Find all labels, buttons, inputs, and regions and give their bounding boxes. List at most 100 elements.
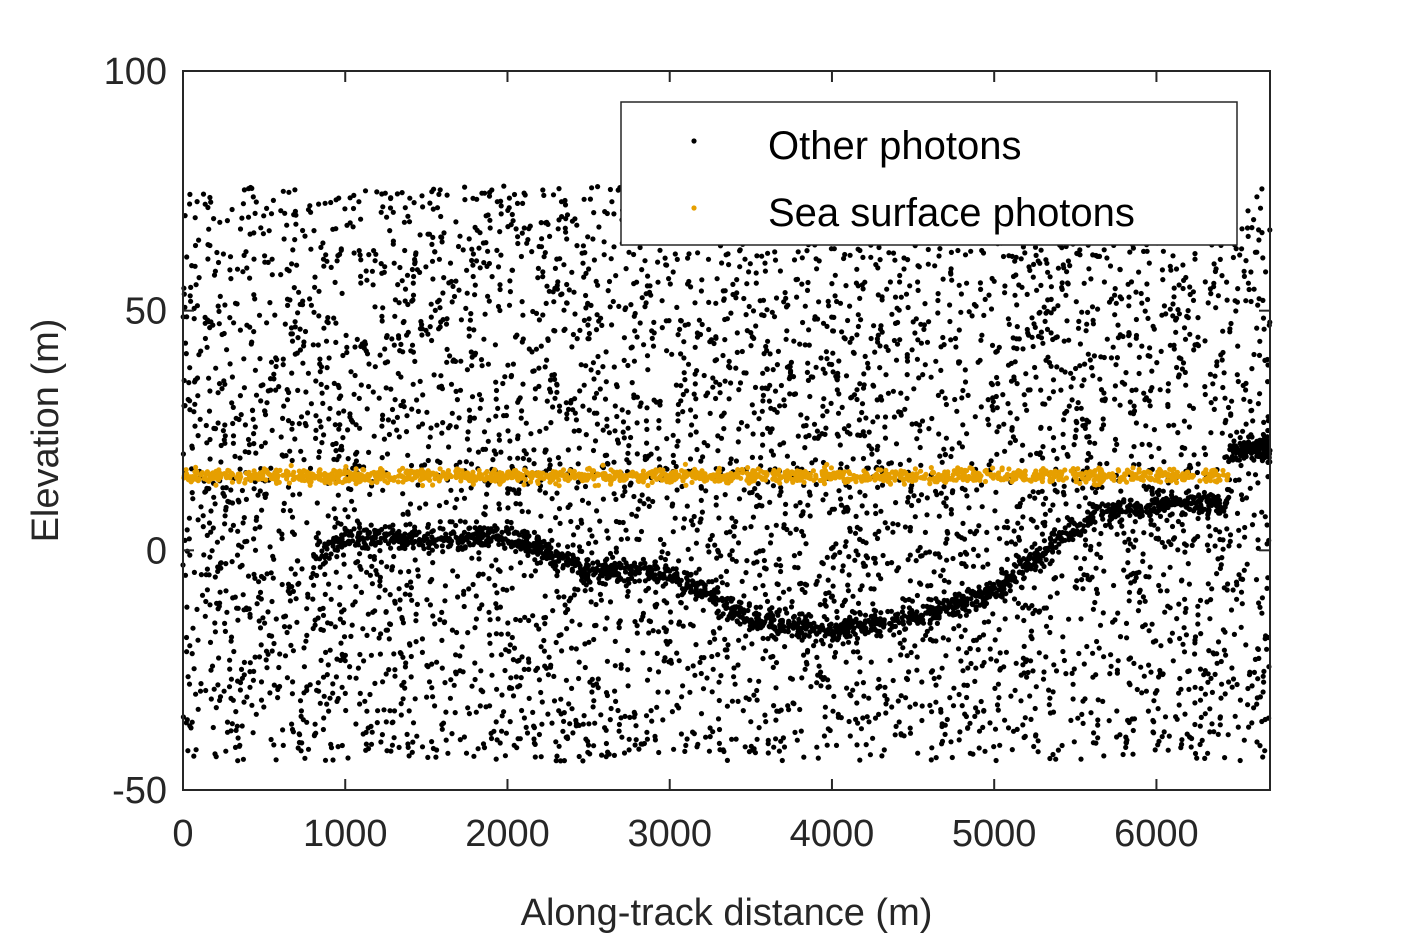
other-photon-point	[571, 289, 577, 295]
other-photon-point	[557, 520, 563, 527]
other-photon-point	[513, 226, 519, 232]
other-photon-point	[646, 630, 652, 636]
other-photon-point	[591, 410, 598, 416]
other-photon-point	[440, 290, 446, 296]
other-photon-point	[912, 701, 919, 707]
other-photon-point	[641, 501, 647, 507]
other-photon-point	[956, 440, 962, 446]
other-photon-point	[267, 300, 273, 306]
other-photon-point	[1108, 355, 1114, 361]
other-photon-point	[1127, 342, 1133, 348]
other-photon-point	[764, 524, 770, 531]
other-photon-point	[419, 421, 426, 427]
other-photon-point	[903, 291, 910, 297]
other-photon-point	[499, 692, 505, 698]
other-photon-point	[1018, 698, 1024, 704]
other-photon-point	[550, 192, 557, 198]
other-photon-point	[362, 698, 368, 704]
other-photon-point	[1031, 743, 1037, 750]
other-photon-point	[767, 382, 773, 388]
other-photon-point	[312, 284, 318, 290]
other-photon-point	[388, 195, 394, 201]
other-photon-point	[184, 254, 190, 260]
other-photon-point	[648, 451, 654, 457]
other-photon-point	[406, 219, 413, 225]
other-photon-point	[676, 705, 682, 711]
other-photon-point	[404, 272, 411, 278]
other-photon-point	[941, 342, 947, 348]
other-photon-point	[1101, 279, 1107, 285]
other-photon-point	[719, 580, 726, 586]
other-photon-point	[447, 423, 453, 429]
other-photon-point	[618, 665, 624, 671]
other-photon-point	[760, 635, 766, 642]
other-photon-point	[372, 680, 378, 687]
other-photon-point	[1028, 633, 1034, 640]
other-photon-point	[547, 233, 553, 239]
other-photon-point	[257, 356, 263, 362]
other-photon-point	[1167, 638, 1173, 644]
other-photon-point	[196, 237, 202, 243]
other-photon-point	[570, 542, 576, 548]
other-photon-point	[691, 391, 697, 397]
other-photon-point	[1176, 690, 1182, 696]
other-photon-point	[408, 579, 414, 585]
other-photon-point	[453, 669, 459, 675]
other-photon-point	[202, 613, 208, 619]
other-photon-point	[224, 719, 231, 725]
other-photon-point	[1251, 669, 1257, 676]
other-photon-point	[325, 513, 331, 519]
other-photon-point	[324, 672, 330, 678]
other-photon-point	[470, 262, 476, 268]
other-photon-point	[1125, 560, 1131, 566]
other-photon-point	[405, 509, 411, 515]
other-photon-point	[236, 542, 242, 548]
other-photon-point	[1150, 729, 1156, 735]
other-photon-point	[787, 391, 793, 397]
other-photon-point	[183, 351, 189, 357]
other-photon-point	[304, 606, 310, 612]
other-photon-point	[1123, 734, 1129, 740]
other-photon-point	[1125, 547, 1131, 554]
other-photon-point	[1002, 717, 1008, 723]
other-photon-point	[1140, 624, 1146, 630]
other-photon-point	[681, 370, 687, 376]
other-photon-point	[206, 408, 213, 414]
other-photon-point	[387, 592, 393, 598]
other-photon-point	[1086, 419, 1092, 425]
other-photon-point	[1133, 316, 1139, 323]
other-photon-point	[982, 296, 988, 302]
other-photon-point	[192, 423, 198, 429]
other-photon-point	[1071, 442, 1077, 448]
other-photon-point	[1055, 303, 1061, 309]
other-photon-point	[328, 264, 334, 270]
other-photon-point	[747, 490, 753, 496]
other-photon-point	[1189, 542, 1195, 549]
other-photon-point	[587, 196, 594, 202]
other-photon-point	[448, 278, 454, 285]
other-photon-point	[729, 515, 735, 521]
other-photon-point	[1259, 230, 1265, 236]
other-photon-point	[220, 485, 226, 491]
other-photon-point	[1243, 421, 1249, 427]
other-photon-point	[601, 239, 607, 245]
other-photon-point	[806, 342, 812, 348]
other-photon-point	[478, 357, 485, 363]
other-photon-point	[769, 309, 775, 315]
other-photon-point	[328, 745, 335, 751]
other-photon-point	[239, 562, 245, 569]
other-photon-point	[823, 349, 830, 355]
other-photon-point	[363, 741, 369, 747]
other-photon-point	[326, 416, 332, 422]
other-photon-point	[591, 636, 597, 643]
other-photon-point	[451, 682, 457, 688]
other-photon-point	[394, 414, 400, 420]
other-photon-point	[825, 577, 831, 583]
other-photon-point	[184, 604, 190, 610]
other-photon-point	[757, 298, 763, 304]
other-photon-point	[861, 371, 867, 377]
other-photon-point	[621, 435, 627, 441]
other-photon-point	[1040, 455, 1046, 461]
other-photon-point	[240, 520, 246, 526]
other-photon-point	[380, 412, 386, 418]
